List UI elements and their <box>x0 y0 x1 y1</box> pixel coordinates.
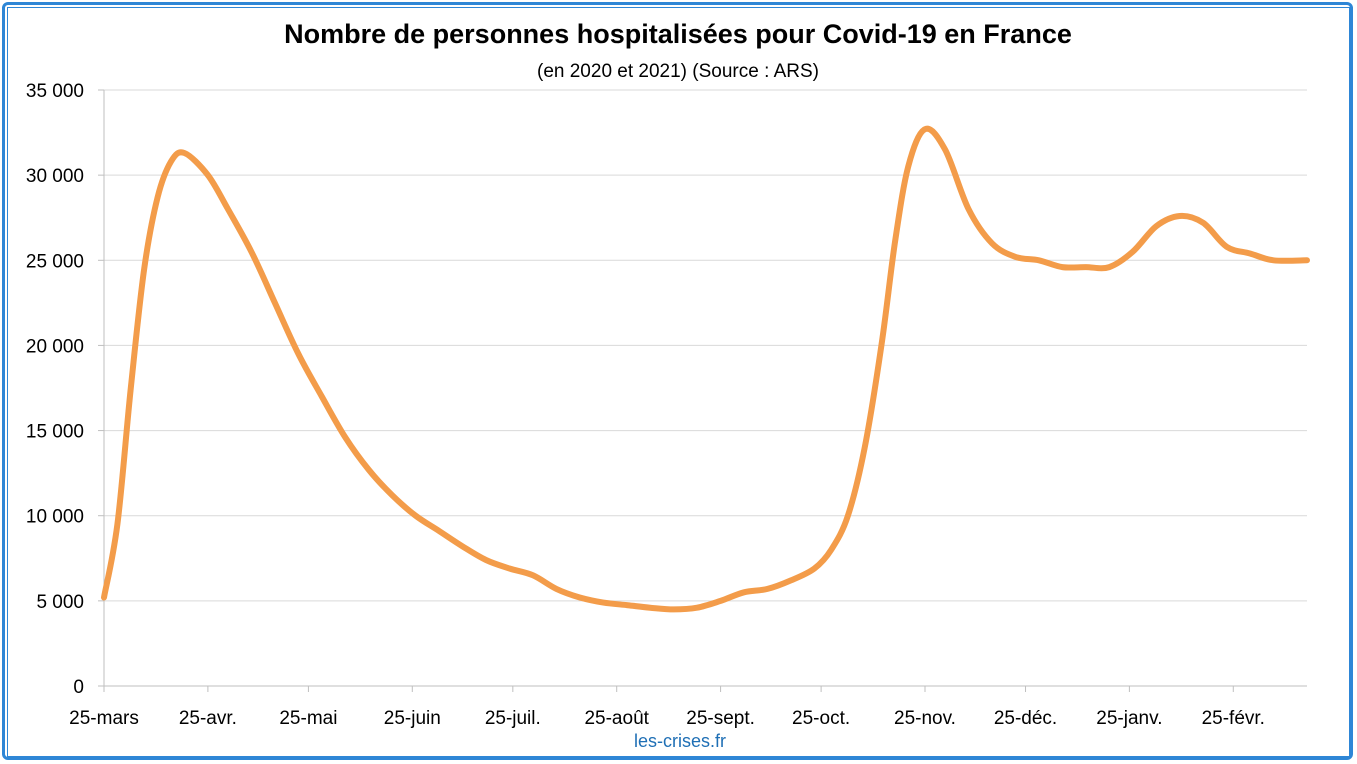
source-label: les-crises.fr <box>634 731 726 751</box>
chart-subtitle: (en 2020 et 2021) (Source : ARS) <box>537 61 819 82</box>
x-tick-labels: 25-mars 25-avr. 25-mai 25-juin 25-juil. 25-ao… <box>69 708 1265 729</box>
x-tick-label: 25-août <box>584 708 649 729</box>
x-tick-label: 25-mars <box>69 708 139 729</box>
y-tick-label: 30 000 <box>26 166 84 187</box>
x-tick-label: 25-nov. <box>894 708 956 729</box>
x-tick-label: 25-janv. <box>1096 708 1162 729</box>
y-tick-label: 15 000 <box>26 422 84 443</box>
y-tick-label: 5 000 <box>36 592 84 613</box>
x-tick-label: 25-sept. <box>686 708 755 729</box>
x-tick-label: 25-déc. <box>994 708 1057 729</box>
gridlines <box>98 89 1307 687</box>
y-tick-label: 20 000 <box>26 336 84 357</box>
series-line <box>101 125 1310 613</box>
x-tick-label: 25-mai <box>279 708 337 729</box>
x-tick-label: 25-oct. <box>792 708 850 729</box>
y-tick-label: 25 000 <box>26 251 84 272</box>
chart-title: Nombre de personnes hospitalisées pour C… <box>284 19 1072 49</box>
x-tick-label: 25-juil. <box>485 708 541 729</box>
y-tick-label: 0 <box>73 677 84 698</box>
x-tick-label: 25-juin <box>384 708 441 729</box>
y-tick-label: 10 000 <box>26 507 84 528</box>
y-tick-labels: 0 5 000 10 000 15 000 20 000 25 000 30 000 35 0… <box>26 81 84 698</box>
x-tick-label: 25-avr. <box>179 708 237 729</box>
y-tick-label: 35 000 <box>26 81 84 102</box>
series-group <box>101 125 1310 613</box>
axes <box>103 90 1307 692</box>
x-tick-label: 25-févr. <box>1202 708 1265 729</box>
